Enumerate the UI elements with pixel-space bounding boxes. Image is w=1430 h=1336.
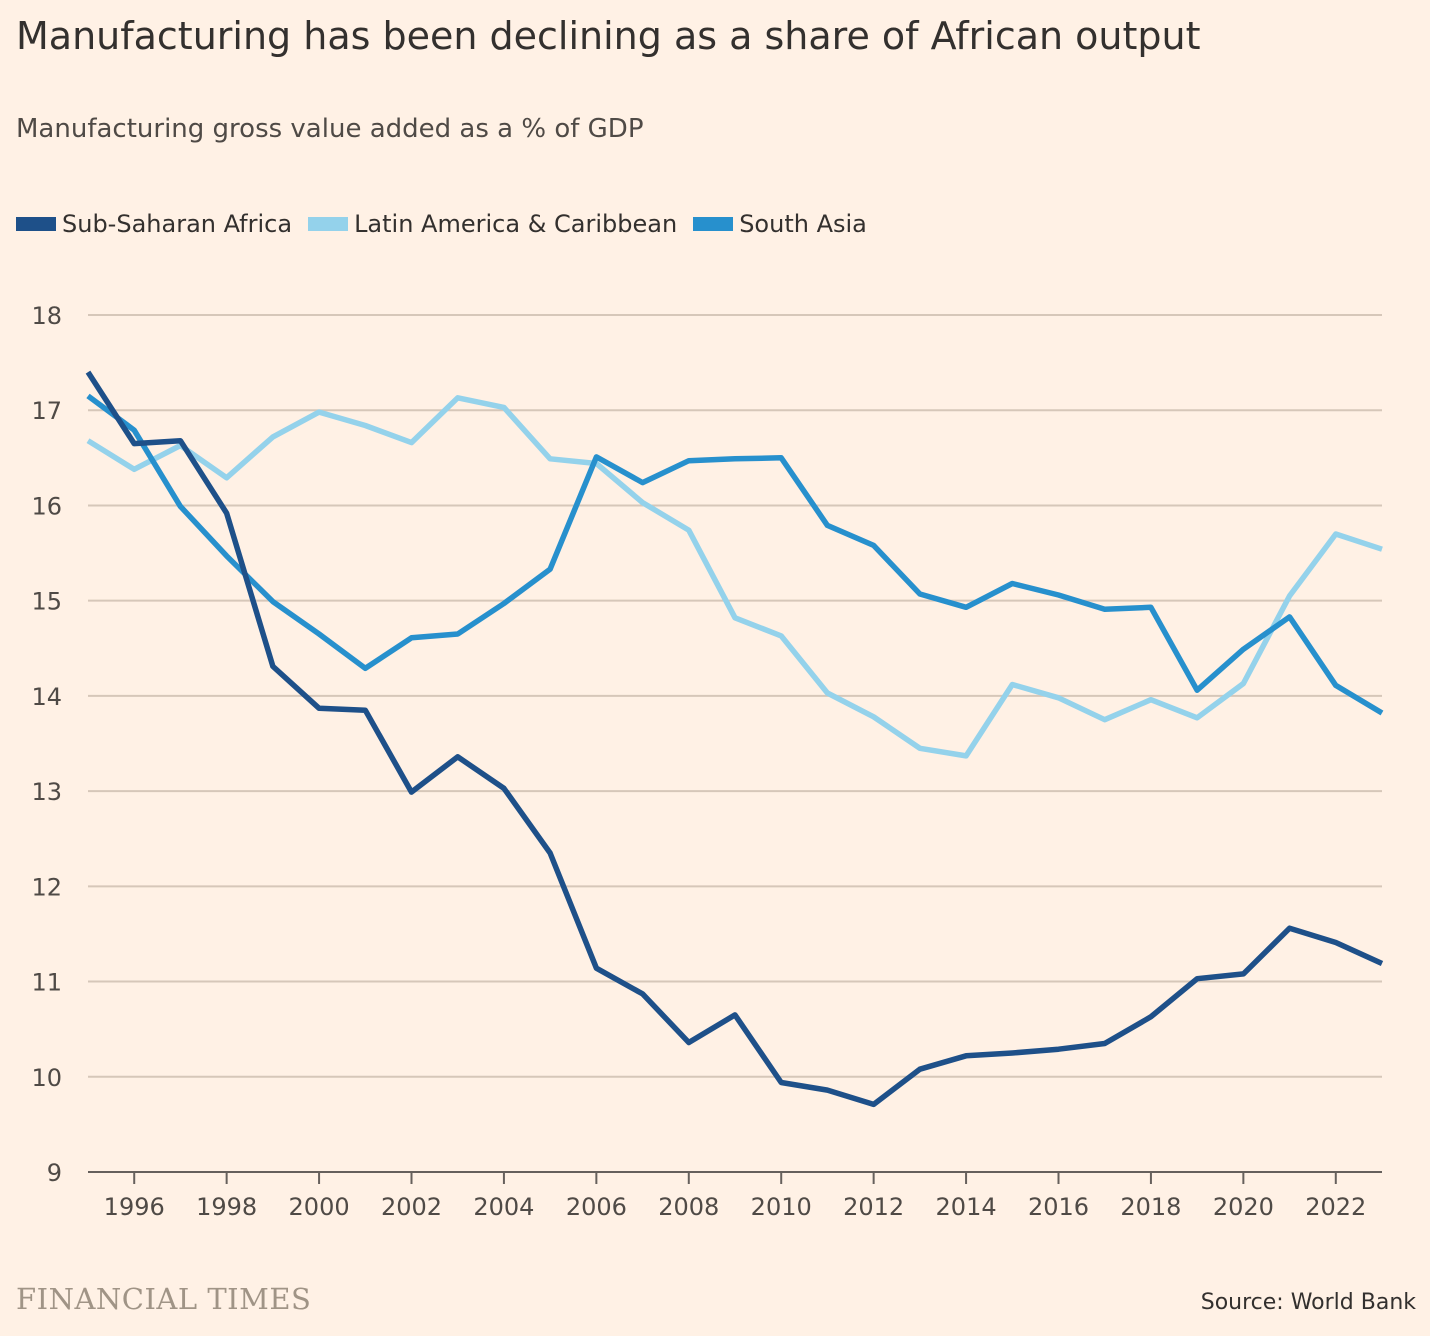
y-tick-label-16: 16 (31, 492, 62, 520)
y-axis-tick-labels: 9 10 11 12 13 14 15 16 17 18 (31, 302, 62, 1187)
x-tick-label-1996: 1996 (104, 1193, 165, 1221)
x-tick-label-2014: 2014 (936, 1193, 997, 1221)
series-lines (85, 370, 1384, 1108)
y-tick-label-9: 9 (47, 1159, 62, 1187)
x-tick-label-2018: 2018 (1120, 1193, 1181, 1221)
x-tick-label-2006: 2006 (566, 1193, 627, 1221)
chart-subtitle: Manufacturing gross value added as a % o… (16, 114, 644, 144)
legend-item-south-asia: South Asia (693, 210, 867, 238)
x-tick-label-2016: 2016 (1028, 1193, 1089, 1221)
y-tick-label-18: 18 (31, 302, 62, 330)
gridlines (88, 314, 1382, 1078)
x-tick-label-2000: 2000 (289, 1193, 350, 1221)
x-tick-label-2012: 2012 (843, 1193, 904, 1221)
x-tick-label-2022: 2022 (1305, 1193, 1366, 1221)
series-line-latin-america-caribbean (86, 395, 1383, 759)
legend-swatch-sub-saharan-africa (16, 217, 56, 231)
y-tick-label-13: 13 (31, 778, 62, 806)
x-tick-label-1998: 1998 (196, 1193, 257, 1221)
x-tick-label-2004: 2004 (473, 1193, 534, 1221)
x-tick-label-2002: 2002 (381, 1193, 442, 1221)
legend-item-latin-america-caribbean: Latin America & Caribbean (308, 210, 677, 238)
y-tick-label-17: 17 (31, 397, 62, 425)
y-tick-label-15: 15 (31, 588, 62, 616)
y-tick-label-14: 14 (31, 683, 62, 711)
y-tick-label-12: 12 (31, 873, 62, 901)
y-tick-label-11: 11 (31, 969, 62, 997)
y-tick-label-10: 10 (31, 1064, 62, 1092)
x-axis: 1996 1998 2000 2002 2004 2006 2008 2010 2012 2014… (88, 1171, 1382, 1221)
chart-title: Manufacturing has been declining as a sh… (16, 14, 1201, 58)
source-note: Source: World Bank (1200, 1290, 1416, 1315)
legend-label-sub-saharan-africa: Sub-Saharan Africa (62, 210, 293, 238)
legend-label-south-asia: South Asia (739, 210, 867, 238)
x-tick-label-2010: 2010 (751, 1193, 812, 1221)
series-line-south-asia (86, 393, 1384, 716)
x-tick-label-2008: 2008 (658, 1193, 719, 1221)
financial-times-logo: FINANCIAL TIMES (16, 1282, 312, 1316)
legend-swatch-south-asia (693, 217, 734, 231)
legend-swatch-latin-america-caribbean (308, 217, 349, 231)
x-tick-label-2020: 2020 (1213, 1193, 1274, 1221)
legend-item-sub-saharan-africa: Sub-Saharan Africa (16, 210, 292, 238)
legend-label-latin-america-caribbean: Latin America & Caribbean (354, 210, 678, 238)
legend: Sub-Saharan Africa Latin America & Carib… (16, 210, 883, 238)
series-line-sub-saharan-africa (85, 370, 1384, 1108)
